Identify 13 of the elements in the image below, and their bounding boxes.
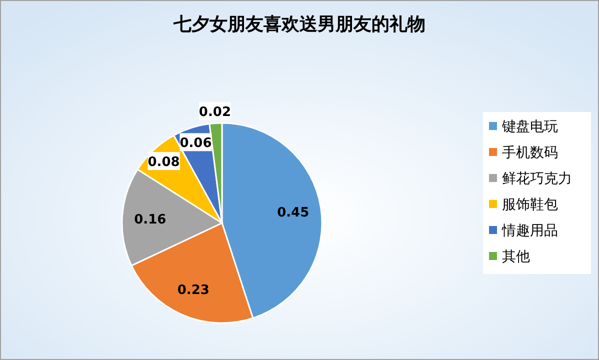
data-label: 0.16: [134, 212, 166, 228]
legend-label: 键盘电玩: [501, 119, 558, 135]
legend-label: 情趣用品: [501, 223, 558, 239]
data-label: 0.08: [148, 155, 180, 170]
data-label: 0.45: [277, 206, 310, 221]
legend-label: 鲜花巧克力: [502, 171, 572, 187]
data-label: 0.06: [180, 136, 212, 152]
chart-title: 七夕女朋友喜欢送男朋友的礼物: [172, 14, 426, 35]
data-label: 0.02: [198, 105, 232, 120]
legend-label: 手机数码: [502, 145, 558, 161]
legend-label: 服饰鞋包: [502, 197, 558, 213]
data-label: 0.23: [177, 283, 210, 298]
legend-label: 其他: [502, 249, 530, 265]
